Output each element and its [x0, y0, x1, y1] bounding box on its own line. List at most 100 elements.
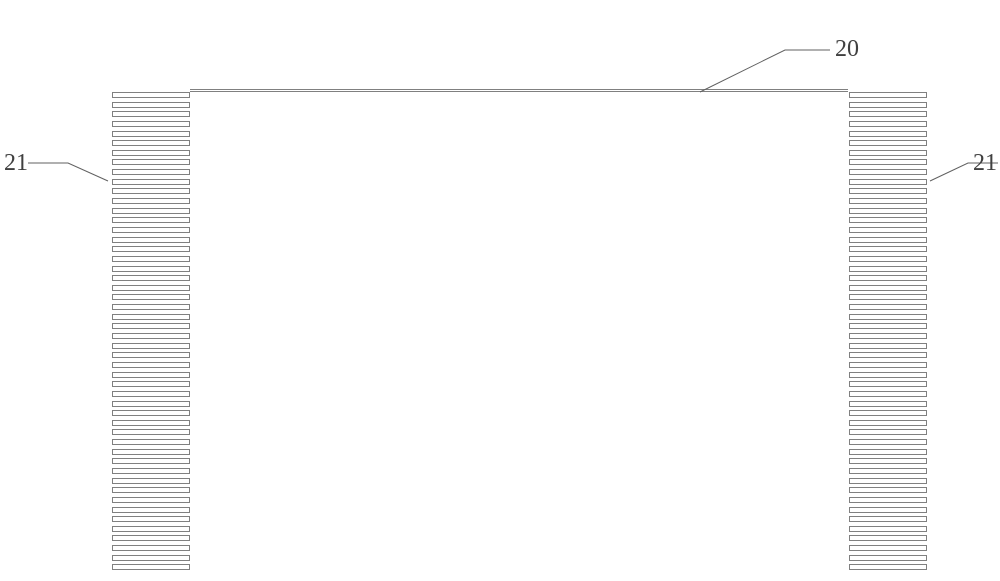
gate-bar	[112, 304, 190, 310]
gate-bar	[112, 535, 190, 541]
gate-bar	[112, 362, 190, 368]
gate-bar	[112, 555, 190, 561]
gate-bar	[849, 150, 927, 156]
gate-bar	[849, 516, 927, 522]
gate-bar	[112, 507, 190, 513]
gate-bar	[112, 372, 190, 378]
gate-bar	[849, 555, 927, 561]
label-21-left: 21	[4, 150, 28, 177]
gate-bar	[849, 198, 927, 204]
gate-bar	[112, 92, 190, 98]
gate-bar	[849, 111, 927, 117]
gate-bar	[849, 468, 927, 474]
gate-bar	[112, 179, 190, 185]
gate-bar	[112, 381, 190, 387]
gate-bar	[112, 140, 190, 146]
gate-bar	[849, 266, 927, 272]
gate-bar	[849, 497, 927, 503]
gate-bar	[849, 92, 927, 98]
gate-bar	[849, 401, 927, 407]
gate-bar	[849, 179, 927, 185]
gate-bar	[849, 507, 927, 513]
gate-bar	[849, 535, 927, 541]
gate-bar	[849, 391, 927, 397]
gate-bar	[112, 188, 190, 194]
diagram-container: 20 21 21	[0, 0, 1000, 581]
gate-bar	[112, 159, 190, 165]
gate-bar	[849, 304, 927, 310]
gate-bar	[849, 102, 927, 108]
gate-bar	[112, 208, 190, 214]
label-21-right: 21	[973, 150, 997, 177]
gate-bar	[112, 458, 190, 464]
gate-bar	[849, 294, 927, 300]
gate-bar	[849, 381, 927, 387]
gate-bar	[112, 314, 190, 320]
gate-bar	[849, 188, 927, 194]
gate-bar	[849, 275, 927, 281]
gate-bar	[849, 545, 927, 551]
gate-bar	[849, 429, 927, 435]
gate-bar	[849, 140, 927, 146]
gate-bar	[849, 487, 927, 493]
gate-bar	[112, 401, 190, 407]
gate-bar	[112, 449, 190, 455]
gate-bar	[849, 458, 927, 464]
gate-bar	[849, 564, 927, 570]
gate-bar	[112, 333, 190, 339]
gate-column-right	[849, 92, 927, 571]
gate-bar	[112, 487, 190, 493]
gate-bar	[112, 391, 190, 397]
gate-bar	[112, 256, 190, 262]
gate-bar	[112, 420, 190, 426]
gate-bar	[112, 429, 190, 435]
gate-bar	[112, 526, 190, 532]
gate-bar	[849, 256, 927, 262]
gate-bar	[112, 227, 190, 233]
gate-bar	[112, 275, 190, 281]
gate-bar	[849, 159, 927, 165]
gate-bar	[849, 478, 927, 484]
gate-bar	[112, 111, 190, 117]
gate-bar	[112, 410, 190, 416]
gate-bar	[112, 343, 190, 349]
gate-bar	[112, 516, 190, 522]
gate-bar	[849, 362, 927, 368]
gate-bar	[112, 121, 190, 127]
gate-bar	[849, 372, 927, 378]
gate-bar	[112, 564, 190, 570]
gate-bar	[849, 285, 927, 291]
gate-bar	[849, 121, 927, 127]
outer-frame	[112, 89, 927, 571]
gate-bar	[112, 352, 190, 358]
gate-bar	[112, 102, 190, 108]
gate-bar	[112, 439, 190, 445]
gate-bar	[849, 449, 927, 455]
gate-bar	[849, 314, 927, 320]
gate-bar	[849, 420, 927, 426]
gate-bar	[849, 237, 927, 243]
gate-bar	[112, 150, 190, 156]
gate-column-left	[112, 92, 190, 571]
gate-bar	[112, 198, 190, 204]
gate-bar	[112, 266, 190, 272]
gate-bar	[849, 227, 927, 233]
gate-bar	[112, 285, 190, 291]
label-20: 20	[835, 36, 859, 63]
lead-line-left	[28, 163, 108, 181]
gate-bar	[849, 323, 927, 329]
gate-bar	[849, 217, 927, 223]
gate-bar	[849, 343, 927, 349]
gate-bar	[112, 545, 190, 551]
gate-bar	[849, 410, 927, 416]
gate-bar	[849, 526, 927, 532]
gate-bar	[849, 131, 927, 137]
gate-bar	[849, 169, 927, 175]
lead-line-top	[700, 50, 830, 92]
gate-bar	[849, 246, 927, 252]
gate-bar	[112, 246, 190, 252]
gate-bar	[112, 478, 190, 484]
gate-bar	[112, 131, 190, 137]
gate-bar	[112, 497, 190, 503]
gate-bar	[112, 468, 190, 474]
